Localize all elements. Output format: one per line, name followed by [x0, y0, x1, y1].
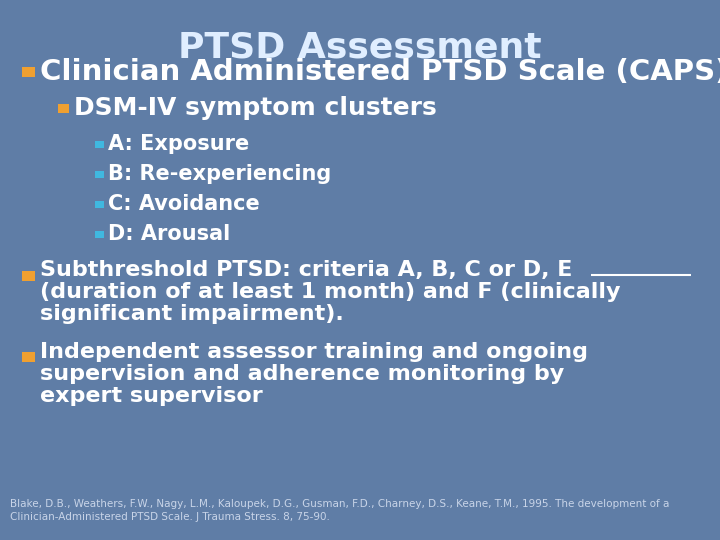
Text: expert supervisor: expert supervisor [40, 386, 263, 406]
FancyBboxPatch shape [95, 231, 104, 238]
FancyBboxPatch shape [95, 171, 104, 178]
FancyBboxPatch shape [58, 104, 69, 112]
FancyBboxPatch shape [22, 271, 35, 281]
Text: Independent assessor training and ongoing: Independent assessor training and ongoin… [40, 342, 588, 362]
Text: C: Avoidance: C: Avoidance [108, 194, 260, 214]
FancyBboxPatch shape [22, 67, 35, 77]
Text: Blake, D.B., Weathers, F.W., Nagy, L.M., Kaloupek, D.G., Gusman, F.D., Charney, : Blake, D.B., Weathers, F.W., Nagy, L.M.,… [10, 499, 670, 522]
FancyBboxPatch shape [95, 140, 104, 147]
Text: DSM-IV symptom clusters: DSM-IV symptom clusters [74, 96, 437, 120]
Text: D: Arousal: D: Arousal [108, 224, 230, 244]
Text: B: Re-experiencing: B: Re-experiencing [108, 164, 331, 184]
FancyBboxPatch shape [95, 200, 104, 207]
Text: significant impairment).: significant impairment). [40, 304, 343, 324]
Text: (duration of at least 1 month) and F (clinically: (duration of at least 1 month) and F (cl… [40, 282, 621, 302]
Text: Subthreshold PTSD: criteria A, B, C or D, E: Subthreshold PTSD: criteria A, B, C or D… [40, 260, 572, 280]
Text: A: Exposure: A: Exposure [108, 134, 249, 154]
FancyBboxPatch shape [22, 352, 35, 362]
Text: supervision and adherence monitoring by: supervision and adherence monitoring by [40, 364, 564, 384]
Text: Clinician Administered PTSD Scale (CAPS): Clinician Administered PTSD Scale (CAPS) [40, 58, 720, 86]
Text: PTSD Assessment: PTSD Assessment [178, 30, 542, 64]
